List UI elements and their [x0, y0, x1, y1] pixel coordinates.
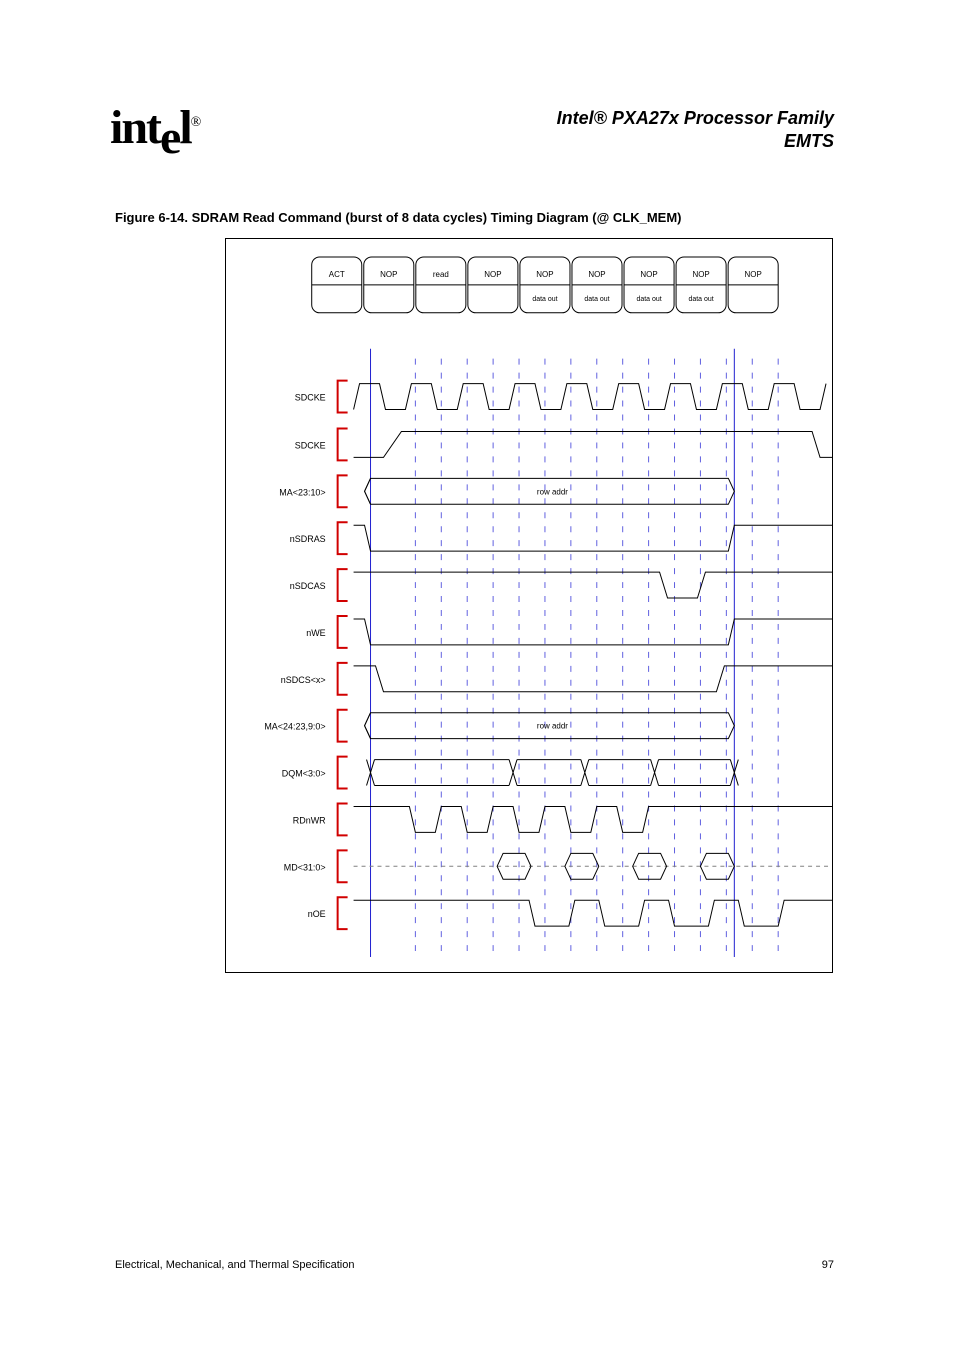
svg-text:MA<24:23,9:0>: MA<24:23,9:0> — [264, 722, 325, 732]
logo-e: e — [160, 110, 179, 165]
svg-text:SDCKE: SDCKE — [295, 393, 326, 403]
header-line-1: Intel® PXA27x Processor Family — [557, 108, 834, 129]
svg-text:nSDCAS: nSDCAS — [290, 581, 326, 591]
svg-text:DQM<3:0>: DQM<3:0> — [282, 769, 326, 779]
logo-reg: ® — [191, 115, 200, 130]
svg-text:data out: data out — [532, 296, 557, 303]
svg-text:nSDRAS: nSDRAS — [290, 534, 326, 544]
timing-diagram-svg: ACT NOP read NOP NOP NOP NOP NOP NOP data out data… — [226, 239, 832, 972]
svg-text:SDCKE: SDCKE — [295, 440, 326, 450]
svg-text:MA<23:10>: MA<23:10> — [279, 487, 325, 497]
footer-right: 97 — [822, 1259, 834, 1271]
svg-text:RDnWR: RDnWR — [293, 815, 326, 825]
svg-text:data out: data out — [636, 296, 661, 303]
logo-pre: int — [110, 101, 160, 154]
svg-text:NOP: NOP — [588, 270, 605, 279]
svg-text:NOP: NOP — [380, 270, 397, 279]
svg-text:data out: data out — [689, 296, 714, 303]
svg-text:NOP: NOP — [692, 270, 709, 279]
intel-logo: intel® — [110, 100, 199, 155]
svg-text:ACT: ACT — [329, 270, 345, 279]
logo-post: l — [179, 101, 190, 154]
svg-text:NOP: NOP — [640, 270, 657, 279]
svg-text:MD<31:0>: MD<31:0> — [284, 862, 326, 872]
footer: Electrical, Mechanical, and Thermal Spec… — [115, 1259, 834, 1271]
svg-text:row addr: row addr — [537, 722, 568, 731]
svg-text:nOE: nOE — [308, 909, 326, 919]
header-title-block: Intel® PXA27x Processor Family EMTS — [557, 108, 834, 152]
header-line-2: EMTS — [557, 131, 834, 152]
svg-text:NOP: NOP — [536, 270, 553, 279]
timing-diagram-box: ACT NOP read NOP NOP NOP NOP NOP NOP data out data… — [225, 238, 833, 973]
svg-text:nWE: nWE — [306, 628, 325, 638]
svg-text:data out: data out — [584, 296, 609, 303]
svg-text:row addr: row addr — [537, 487, 568, 496]
svg-text:NOP: NOP — [745, 270, 762, 279]
figure-caption: Figure 6-14. SDRAM Read Command (burst o… — [115, 210, 681, 225]
footer-left: Electrical, Mechanical, and Thermal Spec… — [115, 1259, 354, 1271]
svg-text:NOP: NOP — [484, 270, 501, 279]
svg-text:nSDCS<x>: nSDCS<x> — [281, 675, 326, 685]
svg-text:read: read — [433, 270, 449, 279]
